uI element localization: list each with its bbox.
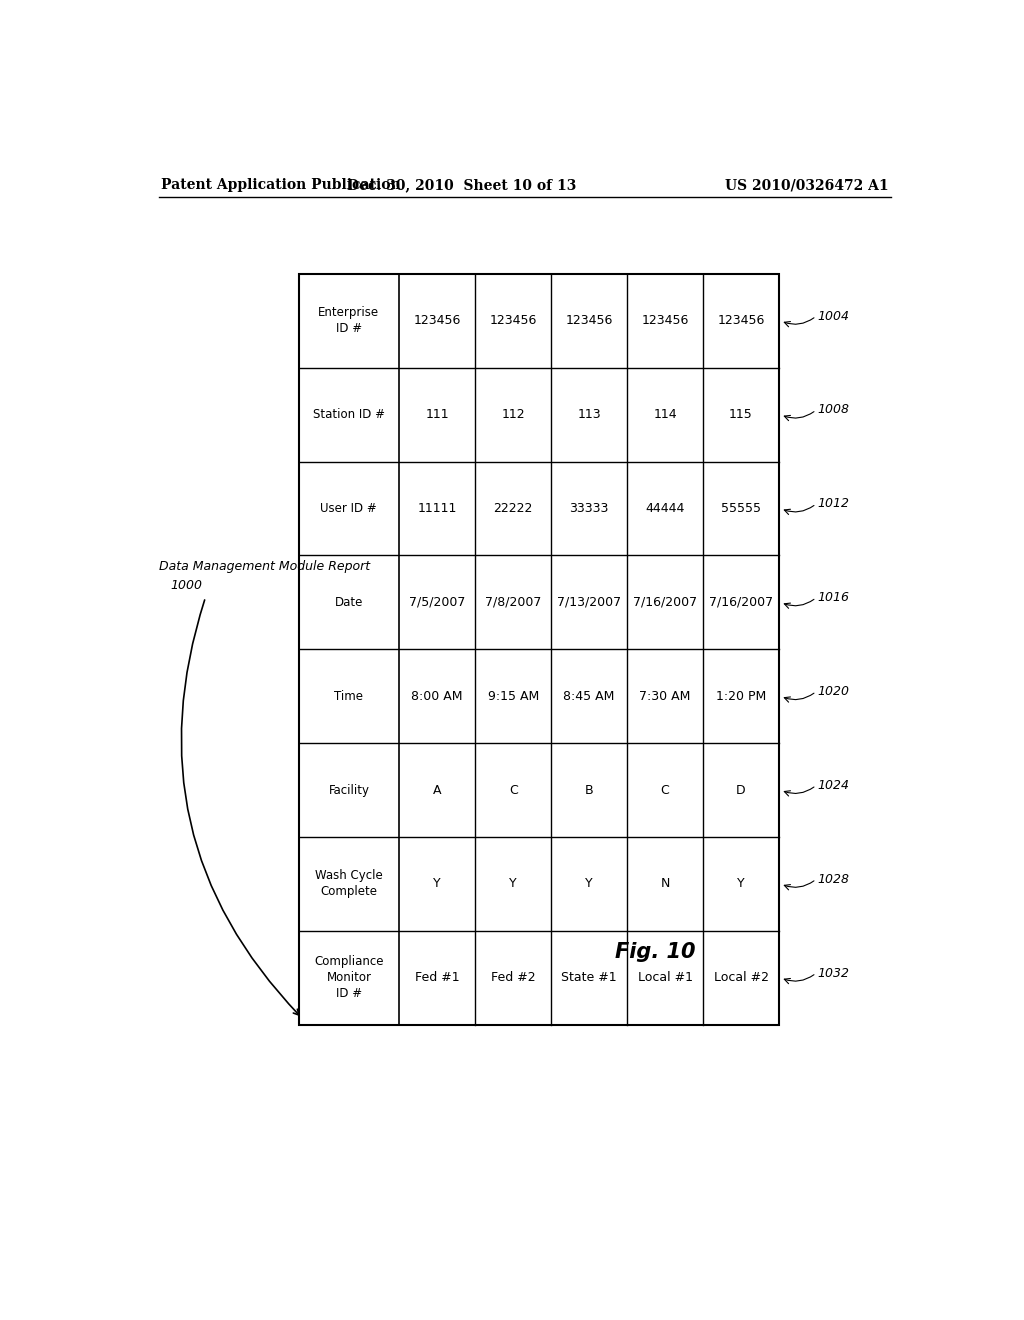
Text: 55555: 55555 xyxy=(721,502,761,515)
Text: Wash Cycle
Complete: Wash Cycle Complete xyxy=(315,870,383,899)
Text: D: D xyxy=(736,784,745,796)
Text: 9:15 AM: 9:15 AM xyxy=(487,689,539,702)
Text: 44444: 44444 xyxy=(645,502,685,515)
Text: 11111: 11111 xyxy=(418,502,457,515)
Text: Time: Time xyxy=(335,689,364,702)
Text: 113: 113 xyxy=(578,408,601,421)
Text: Data Management Module Report: Data Management Module Report xyxy=(159,560,370,573)
Text: 123456: 123456 xyxy=(489,314,537,327)
Text: Date: Date xyxy=(335,595,364,609)
Text: Fig. 10: Fig. 10 xyxy=(614,941,695,961)
Text: Y: Y xyxy=(433,878,441,891)
Text: 8:45 AM: 8:45 AM xyxy=(563,689,614,702)
Text: 123456: 123456 xyxy=(718,314,765,327)
Text: 1004: 1004 xyxy=(818,310,850,322)
Text: Y: Y xyxy=(586,878,593,891)
Text: 123456: 123456 xyxy=(565,314,612,327)
Text: User ID #: User ID # xyxy=(321,502,377,515)
Text: B: B xyxy=(585,784,594,796)
Text: 123456: 123456 xyxy=(641,314,689,327)
Text: N: N xyxy=(660,878,670,891)
Text: Station ID #: Station ID # xyxy=(313,408,385,421)
Text: 1012: 1012 xyxy=(818,498,850,511)
Text: 1016: 1016 xyxy=(818,591,850,605)
Text: 7/5/2007: 7/5/2007 xyxy=(409,595,466,609)
Text: C: C xyxy=(509,784,517,796)
Text: 1032: 1032 xyxy=(818,966,850,979)
Text: 7/16/2007: 7/16/2007 xyxy=(633,595,697,609)
Text: 112: 112 xyxy=(502,408,525,421)
Text: US 2010/0326472 A1: US 2010/0326472 A1 xyxy=(725,178,889,193)
Text: Compliance
Monitor
ID #: Compliance Monitor ID # xyxy=(314,956,384,1001)
Text: 1:20 PM: 1:20 PM xyxy=(716,689,766,702)
Text: Y: Y xyxy=(737,878,744,891)
Text: State #1: State #1 xyxy=(561,972,616,985)
Text: Y: Y xyxy=(509,878,517,891)
Text: 111: 111 xyxy=(425,408,450,421)
Text: 115: 115 xyxy=(729,408,753,421)
Text: Fed #2: Fed #2 xyxy=(490,972,536,985)
Text: Enterprise
ID #: Enterprise ID # xyxy=(318,306,380,335)
Text: Facility: Facility xyxy=(329,784,370,796)
Text: 1020: 1020 xyxy=(818,685,850,698)
Text: 7/16/2007: 7/16/2007 xyxy=(709,595,773,609)
Text: 33333: 33333 xyxy=(569,502,609,515)
Text: Local #2: Local #2 xyxy=(714,972,769,985)
Text: Fed #1: Fed #1 xyxy=(415,972,460,985)
Text: 1024: 1024 xyxy=(818,779,850,792)
Text: 7/13/2007: 7/13/2007 xyxy=(557,595,622,609)
Text: A: A xyxy=(433,784,441,796)
Text: 114: 114 xyxy=(653,408,677,421)
Text: 1028: 1028 xyxy=(818,873,850,886)
Text: C: C xyxy=(660,784,670,796)
Text: 1000: 1000 xyxy=(171,579,203,593)
Text: Local #1: Local #1 xyxy=(638,972,692,985)
Text: 22222: 22222 xyxy=(494,502,532,515)
Text: 1008: 1008 xyxy=(818,404,850,417)
Text: Patent Application Publication: Patent Application Publication xyxy=(161,178,400,193)
Text: Dec. 30, 2010  Sheet 10 of 13: Dec. 30, 2010 Sheet 10 of 13 xyxy=(346,178,575,193)
Text: 7:30 AM: 7:30 AM xyxy=(639,689,691,702)
Text: 123456: 123456 xyxy=(414,314,461,327)
Bar xyxy=(299,275,779,1024)
Text: 7/8/2007: 7/8/2007 xyxy=(485,595,542,609)
Text: 8:00 AM: 8:00 AM xyxy=(412,689,463,702)
